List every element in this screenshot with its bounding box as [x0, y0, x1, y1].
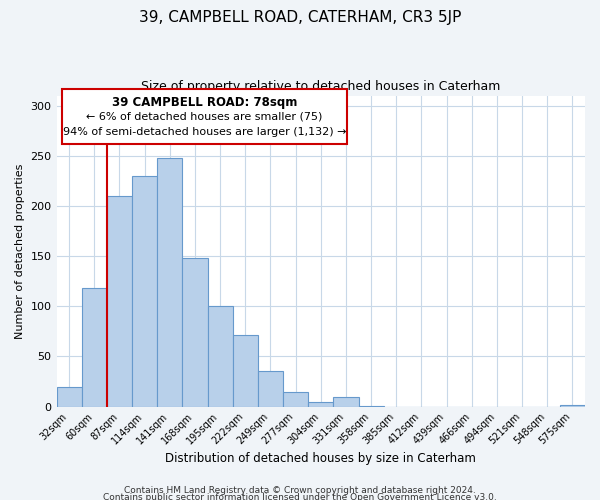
Bar	[334, 396, 359, 406]
Text: ← 6% of detached houses are smaller (75): ← 6% of detached houses are smaller (75)	[86, 111, 323, 121]
Text: Contains HM Land Registry data © Crown copyright and database right 2024.: Contains HM Land Registry data © Crown c…	[124, 486, 476, 495]
Text: 94% of semi-detached houses are larger (1,132) →: 94% of semi-detached houses are larger (…	[63, 126, 346, 136]
Bar	[182, 258, 208, 406]
Y-axis label: Number of detached properties: Number of detached properties	[15, 164, 25, 339]
Bar	[56, 386, 82, 406]
Text: 39 CAMPBELL ROAD: 78sqm: 39 CAMPBELL ROAD: 78sqm	[112, 96, 297, 108]
Bar	[157, 158, 182, 406]
Bar	[258, 372, 283, 406]
X-axis label: Distribution of detached houses by size in Caterham: Distribution of detached houses by size …	[166, 452, 476, 465]
Title: Size of property relative to detached houses in Caterham: Size of property relative to detached ho…	[141, 80, 500, 93]
Bar	[82, 288, 107, 406]
Bar	[308, 402, 334, 406]
Text: 39, CAMPBELL ROAD, CATERHAM, CR3 5JP: 39, CAMPBELL ROAD, CATERHAM, CR3 5JP	[139, 10, 461, 25]
Bar	[283, 392, 308, 406]
Bar	[107, 196, 132, 406]
Text: Contains public sector information licensed under the Open Government Licence v3: Contains public sector information licen…	[103, 494, 497, 500]
Bar	[132, 176, 157, 406]
Bar	[560, 404, 585, 406]
Bar	[233, 336, 258, 406]
Bar	[208, 306, 233, 406]
FancyBboxPatch shape	[62, 90, 347, 144]
